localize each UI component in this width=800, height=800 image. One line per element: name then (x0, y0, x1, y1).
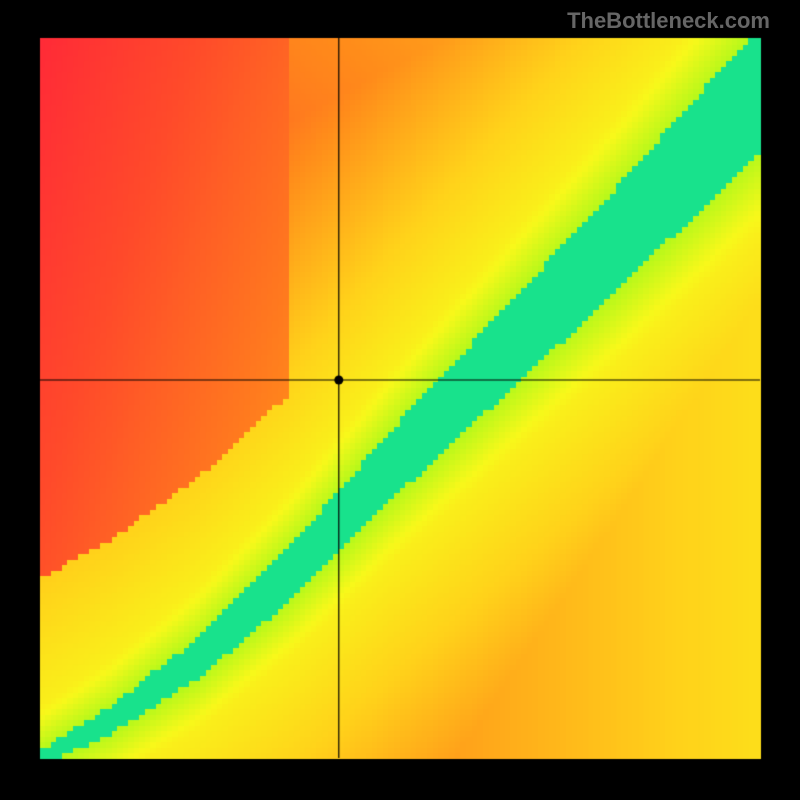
watermark-text: TheBottleneck.com (567, 8, 770, 34)
bottleneck-heatmap (0, 0, 800, 800)
chart-container: TheBottleneck.com (0, 0, 800, 800)
